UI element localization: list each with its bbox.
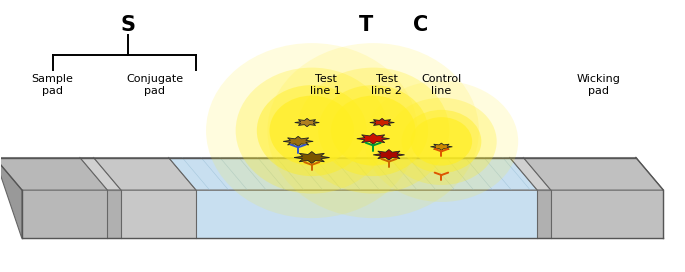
Ellipse shape (236, 68, 388, 194)
Polygon shape (121, 190, 196, 238)
Text: Test
line 2: Test line 2 (371, 74, 402, 97)
Ellipse shape (411, 117, 472, 166)
Polygon shape (373, 150, 405, 160)
Polygon shape (0, 157, 663, 190)
Polygon shape (0, 157, 107, 190)
Ellipse shape (331, 96, 416, 166)
Polygon shape (357, 133, 390, 144)
Ellipse shape (297, 68, 449, 194)
Ellipse shape (206, 43, 418, 218)
Polygon shape (283, 136, 313, 146)
Polygon shape (430, 143, 452, 150)
Text: Test
line 1: Test line 1 (310, 74, 341, 97)
Polygon shape (169, 157, 537, 190)
Ellipse shape (267, 43, 479, 218)
Polygon shape (0, 157, 22, 238)
Ellipse shape (257, 85, 366, 176)
Polygon shape (196, 190, 537, 238)
Polygon shape (551, 190, 663, 238)
Polygon shape (22, 190, 107, 238)
Ellipse shape (364, 81, 518, 202)
Ellipse shape (401, 110, 482, 173)
Text: Wicking
pad: Wicking pad (576, 74, 621, 97)
Text: Conjugate
pad: Conjugate pad (126, 74, 184, 97)
Polygon shape (295, 118, 319, 127)
Text: C: C (413, 15, 429, 35)
Ellipse shape (386, 98, 497, 185)
Text: Control
line: Control line (421, 74, 462, 97)
Ellipse shape (269, 96, 354, 166)
Polygon shape (523, 157, 663, 190)
Ellipse shape (319, 85, 428, 176)
Text: T: T (359, 15, 373, 35)
Polygon shape (22, 190, 663, 238)
Polygon shape (294, 152, 329, 163)
Text: S: S (120, 15, 135, 35)
Polygon shape (93, 157, 196, 190)
Polygon shape (370, 118, 395, 127)
Text: Sample
pad: Sample pad (32, 74, 73, 97)
